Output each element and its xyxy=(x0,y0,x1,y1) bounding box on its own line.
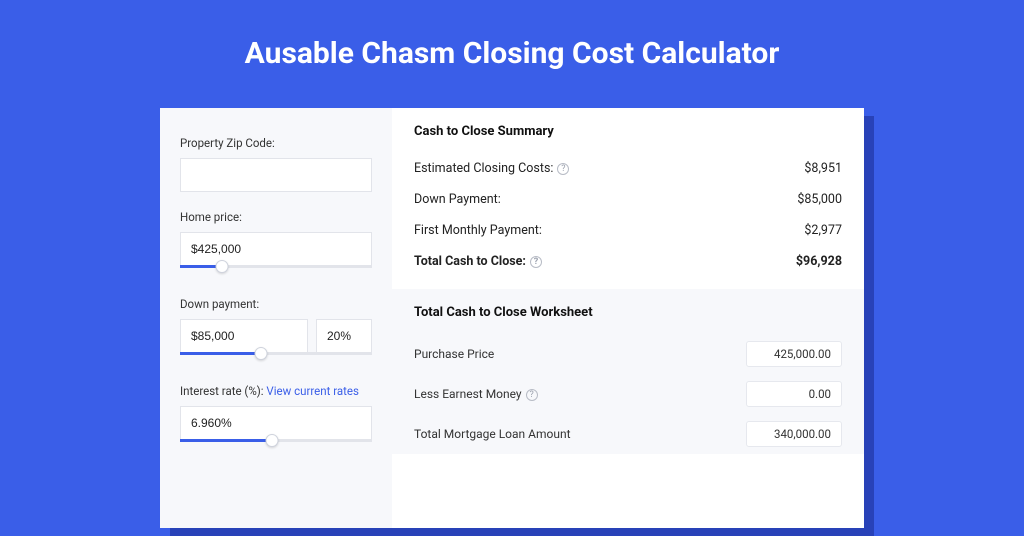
interest-label-text: Interest rate (%): xyxy=(180,384,266,398)
worksheet-row: Purchase Price 425,000.00 xyxy=(414,334,842,374)
help-icon[interactable]: ? xyxy=(526,389,538,401)
interest-rate-field: Interest rate (%): View current rates xyxy=(180,384,372,453)
input-panel: Property Zip Code: Home price: Down paym… xyxy=(160,108,392,528)
slider-thumb[interactable] xyxy=(254,347,267,360)
worksheet-heading: Total Cash to Close Worksheet xyxy=(414,305,842,320)
calculator-card: Property Zip Code: Home price: Down paym… xyxy=(160,108,864,528)
results-panel: Cash to Close Summary Estimated Closing … xyxy=(392,108,864,528)
slider-fill xyxy=(180,352,261,355)
summary-row-value: $85,000 xyxy=(797,192,842,207)
summary-row-value: $2,977 xyxy=(804,223,842,238)
summary-row-label: Estimated Closing Costs:? xyxy=(414,161,569,176)
summary-label-text: First Monthly Payment: xyxy=(414,223,542,238)
home-price-field: Home price: xyxy=(180,210,372,279)
slider-fill xyxy=(180,439,272,442)
down-payment-percent-input[interactable] xyxy=(316,319,372,353)
zip-label: Property Zip Code: xyxy=(180,136,372,150)
view-rates-link[interactable]: View current rates xyxy=(266,384,359,398)
home-price-label: Home price: xyxy=(180,210,372,224)
down-payment-label: Down payment: xyxy=(180,297,372,311)
summary-row: Estimated Closing Costs:? $8,951 xyxy=(414,153,842,184)
summary-label-text: Estimated Closing Costs: xyxy=(414,161,553,176)
worksheet-rows: Purchase Price 425,000.00 Less Earnest Mon… xyxy=(414,334,842,454)
down-payment-input[interactable] xyxy=(180,319,308,353)
summary-rows: Estimated Closing Costs:? $8,951 Down Paym… xyxy=(414,153,842,277)
worksheet-label-text: Purchase Price xyxy=(414,347,494,361)
interest-rate-label: Interest rate (%): View current rates xyxy=(180,384,372,398)
worksheet-row-value[interactable]: 0.00 xyxy=(746,381,842,407)
summary-row: Down Payment: $85,000 xyxy=(414,184,842,215)
worksheet-row: Total Mortgage Loan Amount 340,000.00 xyxy=(414,414,842,454)
zip-input[interactable] xyxy=(180,158,372,192)
down-payment-slider[interactable] xyxy=(180,352,372,366)
summary-label-text: Total Cash to Close: xyxy=(414,254,526,269)
summary-row-label: Down Payment: xyxy=(414,192,501,207)
help-icon[interactable]: ? xyxy=(557,163,569,175)
summary-heading: Cash to Close Summary xyxy=(414,124,842,139)
worksheet-label-text: Less Earnest Money xyxy=(414,387,522,401)
home-price-input[interactable] xyxy=(180,232,372,266)
summary-row-value: $8,951 xyxy=(804,161,842,176)
worksheet-row-label: Purchase Price xyxy=(414,347,494,361)
worksheet-row-value[interactable]: 340,000.00 xyxy=(746,421,842,447)
down-payment-field: Down payment: xyxy=(180,297,372,366)
worksheet-label-text: Total Mortgage Loan Amount xyxy=(414,427,571,441)
worksheet-row: Less Earnest Money? 0.00 xyxy=(414,374,842,414)
summary-label-text: Down Payment: xyxy=(414,192,501,207)
summary-row-label: First Monthly Payment: xyxy=(414,223,542,238)
slider-thumb[interactable] xyxy=(216,260,229,273)
home-price-slider[interactable] xyxy=(180,265,372,279)
page-title: Ausable Chasm Closing Cost Calculator xyxy=(0,0,1024,99)
worksheet-row-value[interactable]: 425,000.00 xyxy=(746,341,842,367)
worksheet-row-label: Total Mortgage Loan Amount xyxy=(414,427,571,441)
summary-row: First Monthly Payment: $2,977 xyxy=(414,215,842,246)
zip-field: Property Zip Code: xyxy=(180,136,372,192)
slider-thumb[interactable] xyxy=(266,434,279,447)
summary-row-label: Total Cash to Close:? xyxy=(414,254,542,269)
interest-rate-slider[interactable] xyxy=(180,439,372,453)
help-icon[interactable]: ? xyxy=(530,256,542,268)
summary-row: Total Cash to Close:? $96,928 xyxy=(414,246,842,277)
summary-row-value: $96,928 xyxy=(796,254,842,269)
worksheet-row-label: Less Earnest Money? xyxy=(414,387,538,401)
worksheet-panel: Total Cash to Close Worksheet Purchase P… xyxy=(392,289,864,454)
